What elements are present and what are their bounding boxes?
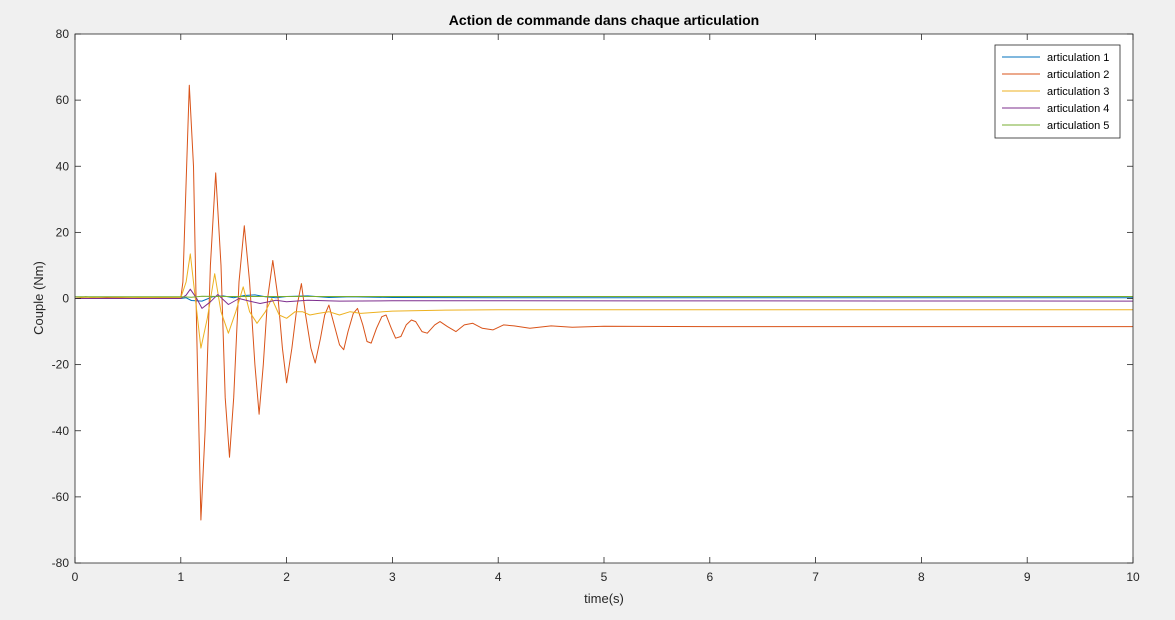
legend: articulation 1 articulation 2 articulation… (994, 44, 1121, 139)
y-tick-label: 60 (56, 93, 70, 107)
legend-label-4: articulation 4 (1047, 103, 1109, 115)
x-tick-label: 2 (283, 570, 290, 584)
y-tick-label: 20 (56, 225, 70, 239)
x-tick-label: 6 (706, 570, 713, 584)
legend-label-2: articulation 2 (1047, 69, 1109, 81)
x-tick-label: 7 (812, 570, 819, 584)
series-line-2 (74, 84, 1133, 521)
y-axis-label: Couple (Nm) (31, 261, 46, 335)
legend-label-5: articulation 5 (1047, 120, 1109, 132)
x-tick-label: 8 (918, 570, 925, 584)
y-tick-label: -40 (52, 424, 70, 438)
x-tick-label: 3 (389, 570, 396, 584)
x-tick-label: 9 (1024, 570, 1031, 584)
x-tick-label: 4 (495, 570, 502, 584)
plot-area (75, 34, 1133, 563)
y-tick-label: 80 (56, 27, 70, 41)
x-tick-label: 5 (601, 570, 608, 584)
series-line-4 (75, 288, 1134, 309)
x-tick-label: 0 (72, 570, 79, 584)
y-tick-label: 40 (56, 159, 70, 173)
y-tick-label: -80 (52, 556, 70, 570)
x-axis-label: time(s) (584, 591, 624, 606)
y-tick-label: -60 (52, 490, 70, 504)
series-line-5 (75, 295, 1133, 298)
chart-title: Action de commande dans chaque articulat… (449, 12, 759, 28)
y-tick-label: -20 (52, 358, 70, 372)
legend-label-3: articulation 3 (1047, 86, 1109, 98)
legend-label-1: articulation 1 (1047, 52, 1109, 64)
x-tick-label: 10 (1126, 570, 1140, 584)
series-line-3 (74, 253, 1133, 349)
y-tick-label: 0 (62, 292, 69, 306)
x-tick-label: 1 (177, 570, 184, 584)
